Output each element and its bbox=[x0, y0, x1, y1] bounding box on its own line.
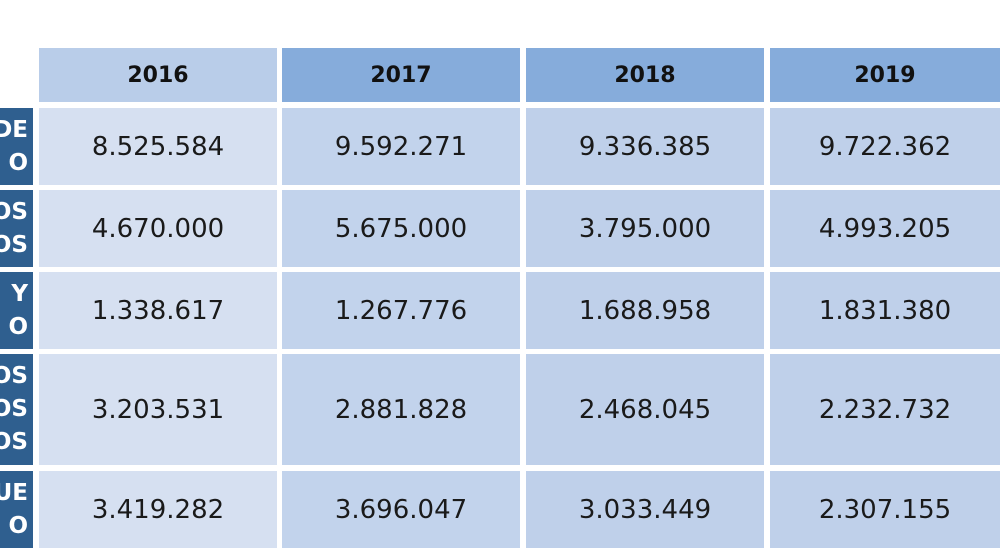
row-label-1-line-1: DE bbox=[0, 116, 28, 143]
table-cell: 2.468.045 bbox=[526, 354, 764, 465]
table-cell: 1.831.380 bbox=[770, 272, 1000, 349]
row-label-3: Y O bbox=[0, 272, 33, 349]
row-label-3-line-2: O bbox=[8, 313, 28, 340]
row-label-2: OS OS bbox=[0, 190, 33, 267]
column-header-2017: 2017 bbox=[282, 48, 520, 102]
table-cell: 9.336.385 bbox=[526, 108, 764, 185]
table-cell: 3.419.282 bbox=[39, 471, 277, 548]
table-cell: 3.696.047 bbox=[282, 471, 520, 548]
row-label-3-line-1: Y bbox=[11, 280, 28, 307]
table-cell: 9.592.271 bbox=[282, 108, 520, 185]
table-cell: 9.722.362 bbox=[770, 108, 1000, 185]
column-header-2019: 2019 bbox=[770, 48, 1000, 102]
row-label-1: DE O bbox=[0, 108, 33, 185]
table-cell: 1.267.776 bbox=[282, 272, 520, 349]
table-cell: 4.993.205 bbox=[770, 190, 1000, 267]
row-label-4-line-2: OS bbox=[0, 396, 28, 422]
table-cell: 3.203.531 bbox=[39, 354, 277, 465]
column-header-2018: 2018 bbox=[526, 48, 764, 102]
row-label-5-line-1: UE bbox=[0, 479, 28, 506]
row-label-5-line-2: O bbox=[8, 512, 28, 539]
row-label-2-line-2: OS bbox=[0, 231, 28, 258]
table-cell: 4.670.000 bbox=[39, 190, 277, 267]
table-cell: 1.688.958 bbox=[526, 272, 764, 349]
table-cell: 2.232.732 bbox=[770, 354, 1000, 465]
column-header-2016: 2016 bbox=[39, 48, 277, 102]
row-label-4-line-3: OS bbox=[0, 429, 28, 455]
table-cell: 3.033.449 bbox=[526, 471, 764, 548]
row-label-2-line-1: OS bbox=[0, 198, 28, 225]
row-label-5: UE O bbox=[0, 471, 33, 548]
table-cell: 2.881.828 bbox=[282, 354, 520, 465]
row-label-4: OS OS OS bbox=[0, 354, 33, 465]
row-label-1-line-2: O bbox=[8, 149, 28, 176]
table-cell: 2.307.155 bbox=[770, 471, 1000, 548]
table-cell: 5.675.000 bbox=[282, 190, 520, 267]
table-cell: 1.338.617 bbox=[39, 272, 277, 349]
row-label-4-line-1: OS bbox=[0, 363, 28, 389]
table-cell: 3.795.000 bbox=[526, 190, 764, 267]
table-cell: 8.525.584 bbox=[39, 108, 277, 185]
